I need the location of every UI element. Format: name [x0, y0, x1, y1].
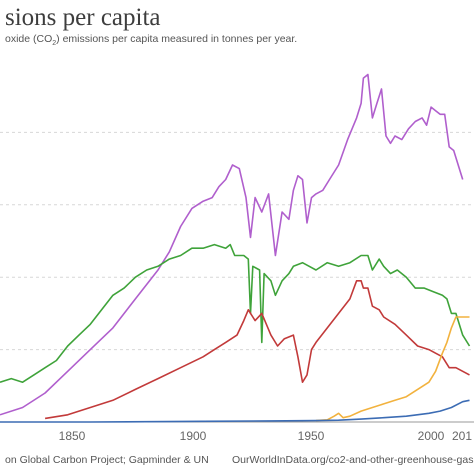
series-line-green	[0, 243, 471, 384]
x-tick-label: 201	[452, 429, 472, 443]
series-line-orange	[315, 316, 470, 422]
subtitle-subscript: 2	[52, 40, 57, 48]
x-axis-ticks: 1850 1900 1950 2000 201	[59, 429, 473, 443]
x-tick-label: 1950	[298, 429, 325, 443]
series-line-red	[44, 279, 470, 420]
x-tick-label: 1850	[59, 429, 86, 443]
series-line-blue	[0, 399, 470, 423]
x-tick-label: 2000	[418, 429, 445, 443]
subtitle-text-start: oxide (CO	[5, 33, 53, 45]
chart-subtitle: oxide (CO2) emissions per capita measure…	[5, 33, 297, 47]
subtitle-text-end: ) emissions per capita measured in tonne…	[56, 33, 298, 45]
series-line-purple	[0, 73, 464, 416]
gridlines	[0, 131, 474, 423]
source-url-link[interactable]: OurWorldInData.org/co2-and-other-greenho…	[232, 454, 474, 466]
x-tick-label: 1900	[180, 429, 207, 443]
source-note: on Global Carbon Project; Gapminder & UN	[5, 454, 209, 466]
series-lines	[0, 73, 471, 423]
chart-title: sions per capita	[5, 4, 161, 31]
